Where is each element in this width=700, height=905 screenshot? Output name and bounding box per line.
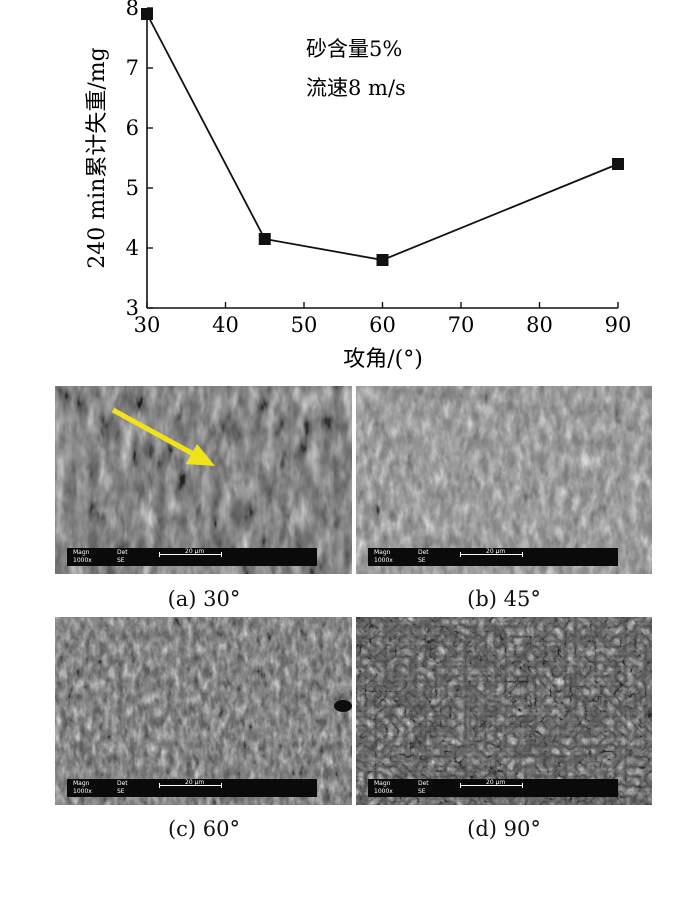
- x-axis-ticks: 30 40 50 60 70 80 90: [134, 302, 632, 337]
- caption-d: (d) 90°: [467, 817, 541, 841]
- flow-direction-arrow-icon: [111, 407, 215, 466]
- pit-mark: [334, 700, 352, 712]
- scale-bar-a: Magn 1000x Det SE 20 μm: [67, 548, 317, 566]
- wear-loss-chart: 30 40 50 60 70 80 90 3 4 5 6 7 8 攻角/(°) 240 min累计失重…: [85, 0, 632, 372]
- y-tick-label: 4: [126, 236, 139, 260]
- x-axis-label: 攻角/(°): [343, 347, 423, 372]
- data-point: [376, 254, 389, 266]
- data-point: [258, 233, 271, 245]
- y-tick-label: 8: [126, 0, 139, 20]
- caption-c: (c) 60°: [167, 817, 241, 841]
- y-tick-label: 6: [126, 116, 139, 140]
- series-line: [146, 13, 619, 261]
- y-tick-label: 7: [126, 56, 139, 80]
- sem-image-a: Magn 1000x Det SE 20 μm: [55, 386, 352, 574]
- x-tick-label: 80: [526, 313, 553, 337]
- scale-bar-c: Magn 1000x Det SE 20 μm: [67, 779, 317, 797]
- y-tick-label: 5: [126, 176, 139, 200]
- sem-texture-c: [55, 617, 352, 805]
- sem-texture-a: [55, 386, 352, 574]
- x-tick-label: 40: [212, 313, 239, 337]
- series-points: [141, 8, 624, 266]
- y-axis-ticks: 3 4 5 6 7 8: [126, 0, 153, 320]
- sem-image-b: Magn 1000x Det SE 20 μm: [356, 386, 652, 574]
- caption-b: (b) 45°: [467, 587, 541, 611]
- scale-bar-d: Magn 1000x Det SE 20 μm: [368, 779, 618, 797]
- x-tick-label: 90: [605, 313, 632, 337]
- sem-texture-d: [356, 617, 652, 805]
- x-tick-label: 60: [369, 313, 396, 337]
- annotation-sand-content: 砂含量5%: [306, 37, 402, 61]
- x-tick-label: 30: [134, 313, 161, 337]
- sem-image-d: Magn 1000x Det SE 20 μm: [356, 617, 652, 805]
- x-tick-label: 70: [448, 313, 475, 337]
- y-axis-label: 240 min累计失重/mg: [85, 47, 110, 268]
- x-tick-label: 50: [291, 313, 318, 337]
- caption-a: (a) 30°: [167, 587, 241, 611]
- data-point: [141, 8, 153, 20]
- y-tick-label: 3: [126, 296, 139, 320]
- sem-texture-b: [356, 386, 652, 574]
- annotation-flow-velocity: 流速8 m/s: [306, 76, 406, 100]
- data-point: [612, 158, 624, 170]
- scale-bar-b: Magn 1000x Det SE 20 μm: [368, 548, 618, 566]
- sem-image-c: Magn 1000x Det SE 20 μm: [55, 617, 352, 805]
